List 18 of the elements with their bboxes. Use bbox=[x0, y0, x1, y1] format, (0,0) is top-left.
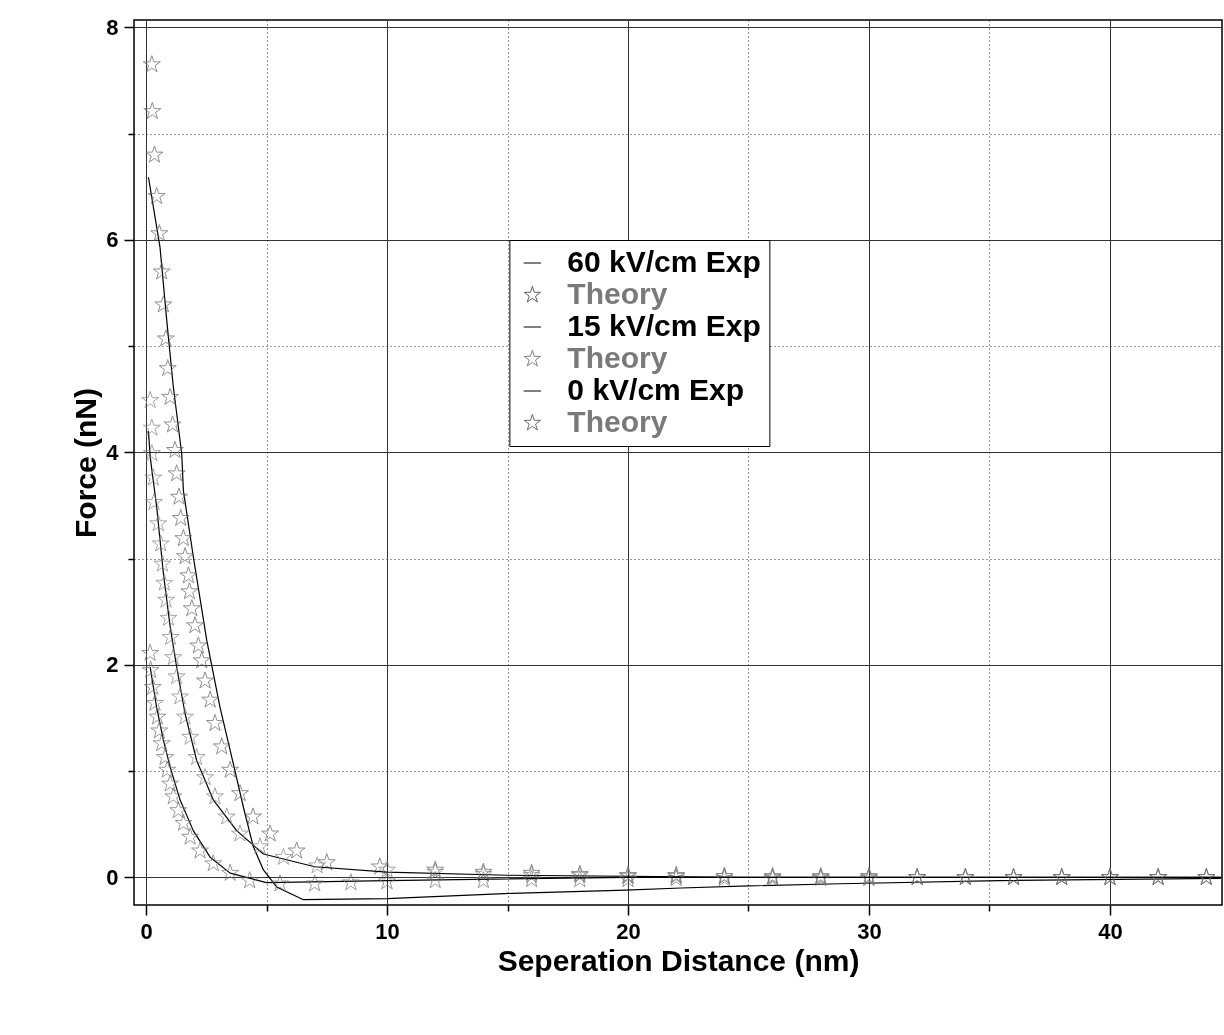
legend-label: Theory bbox=[567, 277, 668, 310]
x-axis-title: Seperation Distance (nm) bbox=[497, 943, 860, 977]
legend-label: Theory bbox=[567, 405, 668, 438]
x-tick-label: 10 bbox=[375, 918, 400, 944]
y-tick-label: 8 bbox=[106, 14, 119, 40]
legend-label: 0 kV/cm Exp bbox=[567, 373, 745, 406]
x-tick-label: 30 bbox=[857, 918, 882, 944]
x-tick-label: 40 bbox=[1098, 918, 1123, 944]
legend-label: Theory bbox=[567, 341, 668, 374]
legend-label: 60 kV/cm Exp bbox=[567, 245, 761, 278]
x-tick-label: 0 bbox=[140, 918, 153, 944]
y-axis-title: Force (nN) bbox=[69, 388, 103, 538]
y-tick-label: 0 bbox=[106, 864, 119, 890]
y-tick-label: 2 bbox=[106, 652, 119, 678]
y-tick-label: 6 bbox=[106, 227, 119, 253]
y-tick-label: 4 bbox=[106, 439, 120, 465]
legend-label: 15 kV/cm Exp bbox=[567, 309, 761, 342]
x-tick-label: 20 bbox=[616, 918, 641, 944]
